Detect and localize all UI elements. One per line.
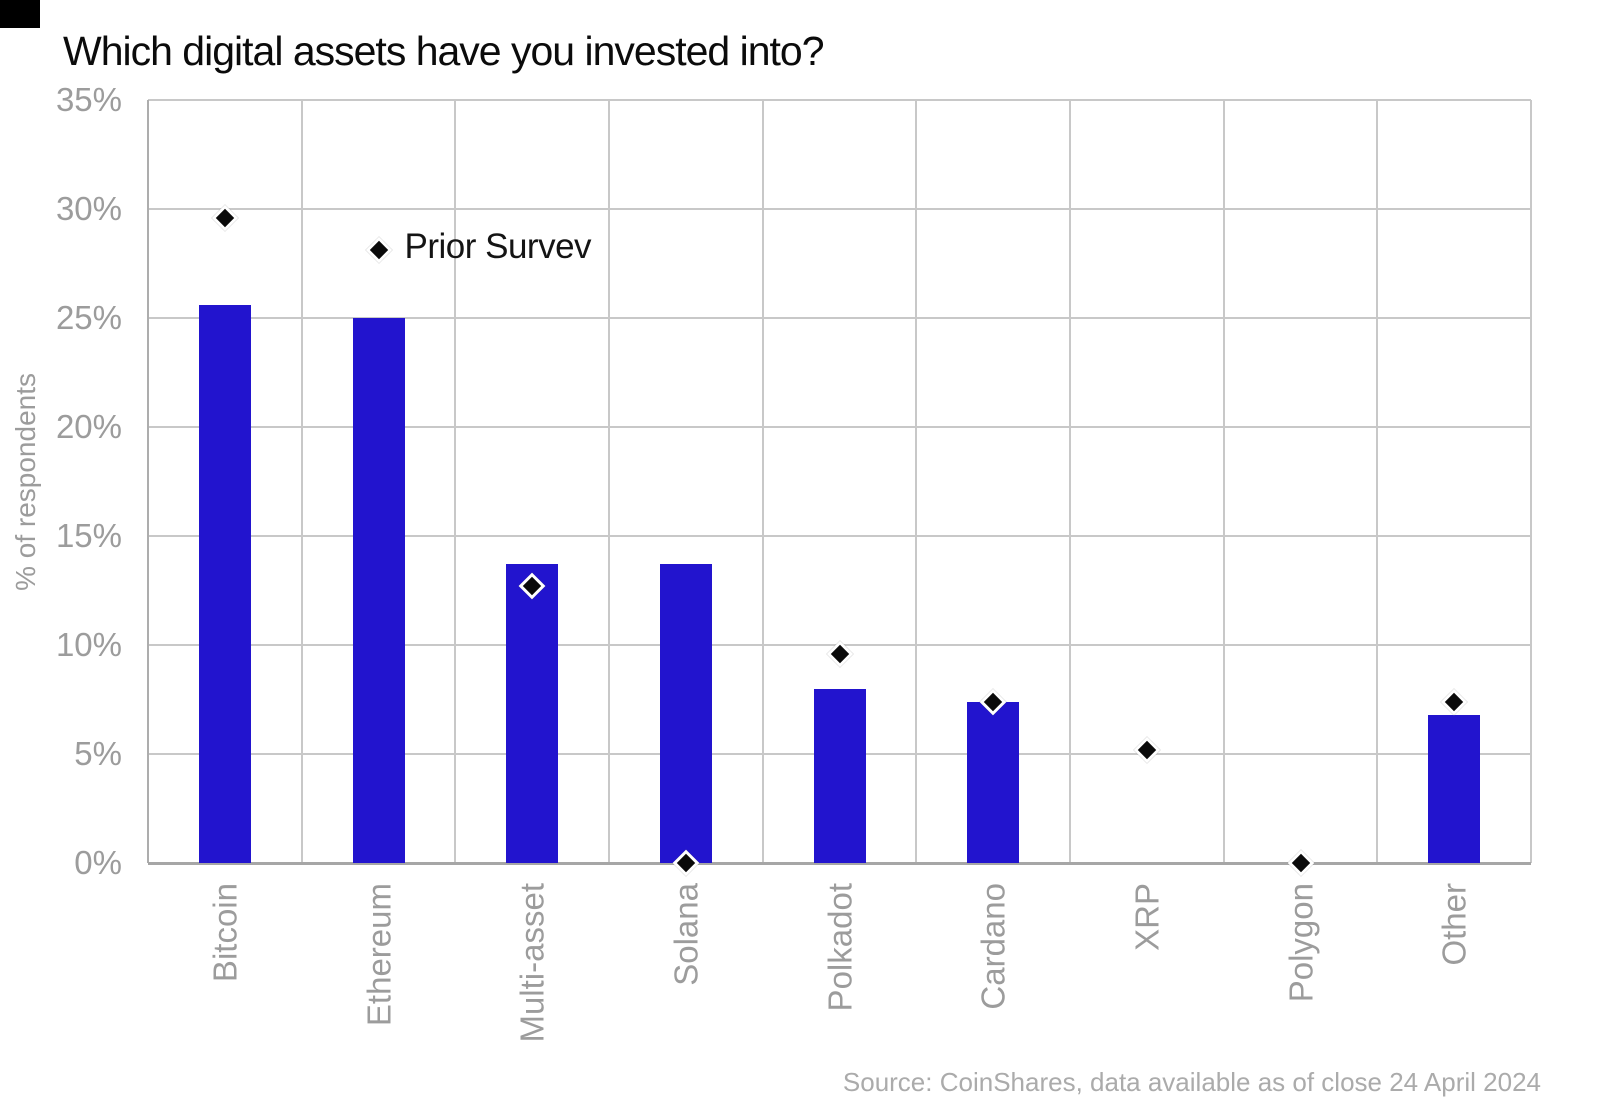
x-category-label-polkadot: Polkadot — [821, 883, 858, 1012]
gridline-vertical — [1530, 100, 1532, 863]
gridline-vertical — [454, 100, 456, 863]
bar-other — [1428, 714, 1481, 863]
bar-bitcoin — [198, 304, 251, 863]
source-note: Source: CoinShares, data available as of… — [842, 1067, 1541, 1097]
chart-title: Which digital assets have you invested i… — [63, 28, 825, 74]
y-tick-label: 5% — [74, 735, 122, 772]
x-category-label-xrp: XRP — [1128, 883, 1166, 951]
y-tick-label: 10% — [55, 626, 122, 663]
y-tick-label: 35% — [55, 81, 122, 118]
x-category-label-ethereum: Ethereum — [360, 883, 397, 1027]
bar-ethereum — [352, 318, 405, 863]
gridline-vertical — [1223, 100, 1225, 863]
x-category-label-bitcoin: Bitcoin — [206, 883, 244, 983]
gridline-vertical — [1069, 100, 1071, 863]
x-category-label-multi-asset: Multi-asset — [513, 883, 551, 1043]
bar-multi-asset — [506, 564, 559, 863]
gridline-vertical — [301, 100, 303, 863]
gridline-horizontal — [148, 426, 1531, 428]
bar-solana — [659, 564, 712, 863]
x-category-label-polygon: Polygon — [1282, 883, 1319, 1003]
bar-polkadot — [813, 688, 866, 863]
gridline-horizontal — [148, 535, 1531, 537]
plot-area — [147, 99, 1532, 877]
corner-mark — [0, 0, 40, 28]
prior-survey-marker-other — [1440, 688, 1468, 716]
x-category-label-solana: Solana — [667, 883, 705, 986]
gridline-horizontal — [148, 317, 1531, 319]
y-axis-label: % of respondents — [10, 372, 41, 591]
y-tick-label: 15% — [55, 517, 122, 554]
x-axis-line — [148, 862, 1531, 865]
y-tick-label: 20% — [55, 408, 122, 445]
bar-cardano — [967, 701, 1020, 863]
gridline-vertical — [762, 100, 764, 863]
prior-survey-marker-ethereum — [365, 236, 392, 264]
y-tick-label: 0% — [74, 844, 122, 881]
gridline-horizontal — [148, 208, 1531, 210]
prior-survey-marker-polygon — [1287, 849, 1314, 877]
prior-survey-marker-xrp — [1133, 736, 1161, 764]
gridline-vertical — [1376, 100, 1378, 863]
gridline-vertical — [608, 100, 610, 863]
gridline-horizontal — [148, 99, 1531, 101]
y-tick-label: 25% — [55, 299, 122, 336]
y-tick-label: 30% — [55, 190, 122, 227]
x-category-label-cardano: Cardano — [974, 883, 1012, 1010]
series-annotation-label: Prior Survev — [404, 227, 592, 267]
y-axis-line — [147, 100, 149, 863]
x-category-label-other: Other — [1435, 883, 1473, 966]
gridline-vertical — [915, 100, 917, 863]
